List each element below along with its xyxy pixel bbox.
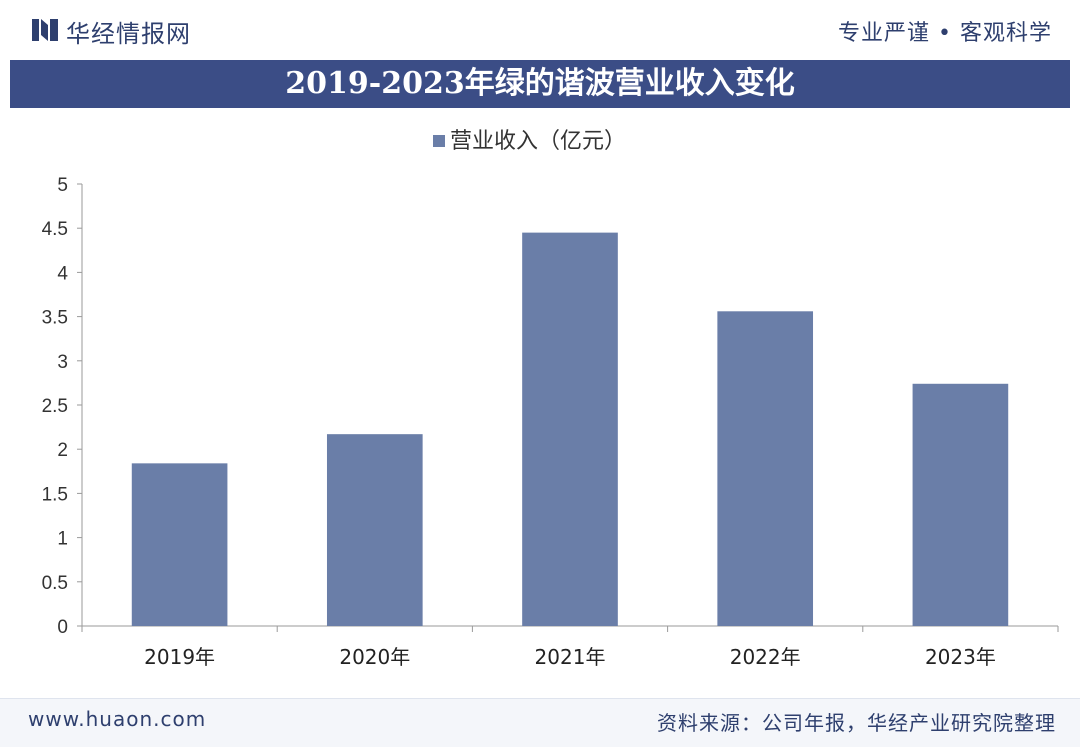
y-tick-label: 1: [57, 529, 68, 550]
chart-title: 2019-2023年绿的谐波营业收入变化: [10, 60, 1070, 108]
y-tick-label: 2.5: [42, 396, 68, 417]
bar: [326, 434, 423, 626]
y-tick-label: 2: [57, 440, 68, 461]
y-tick-label: 0.5: [42, 573, 68, 594]
x-tick-label: 2023年: [925, 645, 996, 669]
footer-url[interactable]: www.huaon.com: [28, 707, 207, 731]
motto: 专业严谨 • 客观科学: [838, 21, 1052, 46]
footer: www.huaon.com 资料来源：公司年报，华经产业研究院整理: [0, 698, 1080, 747]
y-tick-label: 4: [57, 263, 68, 284]
y-tick-label: 0: [57, 617, 68, 638]
y-tick-label: 1.5: [42, 484, 68, 505]
x-tick-label: 2022年: [730, 645, 801, 669]
y-axis: 0 0.5 1 1.5 2 2.5 3 3.5 4 4.5 5: [42, 175, 83, 638]
x-tick-label: 2019年: [144, 645, 215, 669]
y-tick-label: 3: [57, 352, 68, 373]
y-tick-label: 4.5: [42, 219, 68, 240]
header: 华经情报网 专业严谨 • 客观科学: [0, 0, 1080, 58]
y-tick-label: 3.5: [42, 308, 68, 329]
brand-name: 华经情报网: [66, 20, 191, 48]
x-axis: 2019年 2020年 2021年 2022年 2023年: [81, 625, 1059, 669]
bar: [131, 463, 228, 626]
bar-chart: 营业收入（亿元） 0 0.5 1 1.5 2 2.5 3 3.5 4 4.5 5 2019年 2020…: [42, 129, 1059, 669]
legend: 营业收入（亿元）: [433, 129, 626, 154]
footer-source: 资料来源：公司年报，华经产业研究院整理: [657, 711, 1056, 735]
brand-logo-icon: [32, 19, 58, 41]
legend-label: 营业收入（亿元）: [450, 129, 626, 154]
bar: [717, 311, 814, 626]
bar: [912, 383, 1009, 626]
bar: [522, 232, 618, 626]
legend-swatch: [433, 135, 445, 147]
x-tick-label: 2021年: [535, 645, 606, 669]
y-tick-label: 5: [57, 175, 68, 196]
bars: [131, 232, 1009, 626]
x-tick-label: 2020年: [339, 645, 410, 669]
